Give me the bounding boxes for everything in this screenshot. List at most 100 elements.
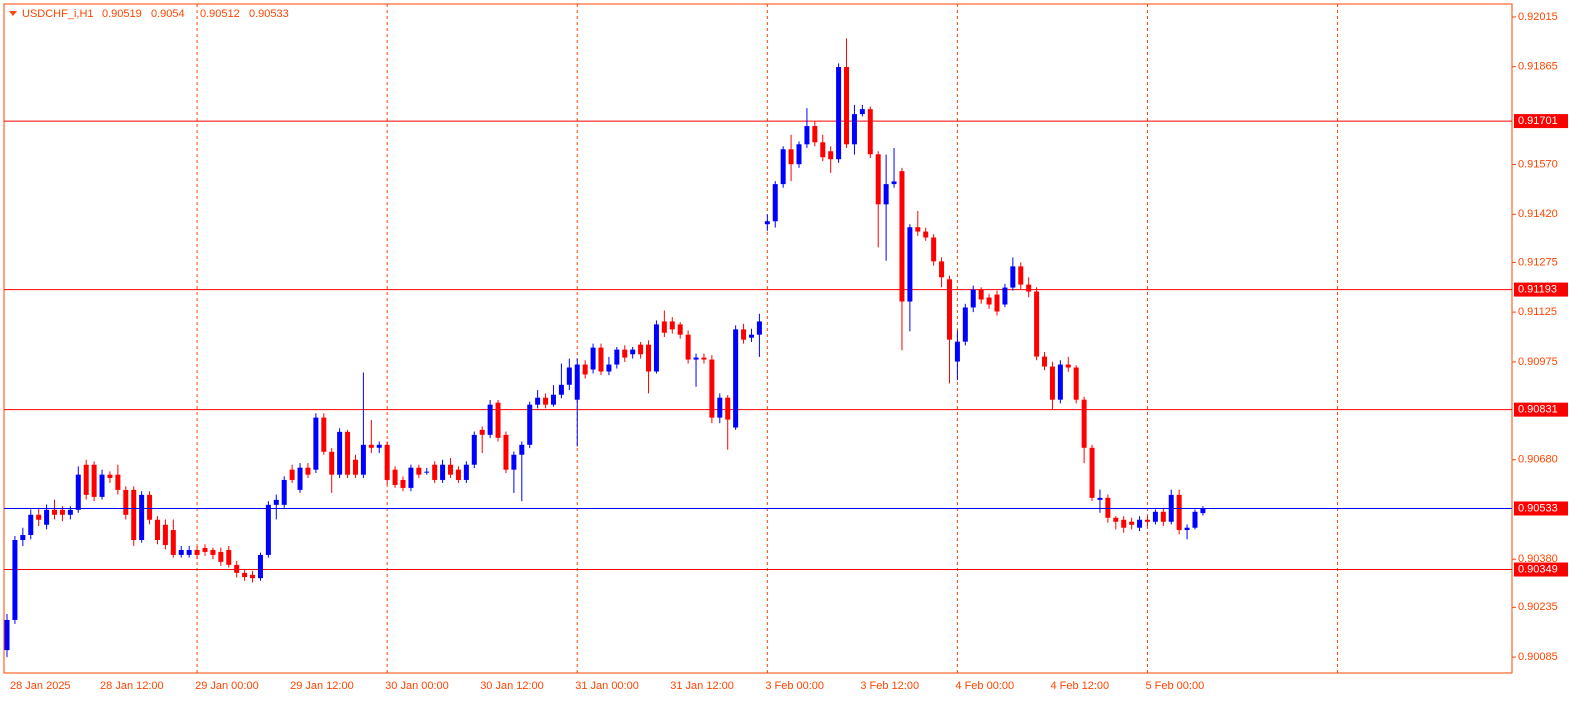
candle-body (653, 324, 659, 372)
candle-body (859, 109, 865, 115)
candle-body (20, 535, 26, 540)
candle-body (701, 357, 707, 360)
candle-body (273, 499, 279, 505)
candle-body (83, 464, 89, 495)
candle-body (4, 619, 10, 651)
candle-body (970, 289, 976, 308)
last-price-box (1514, 501, 1568, 516)
candle-body (313, 417, 319, 470)
candle-body (360, 444, 366, 475)
candle-body (1121, 519, 1127, 528)
candle-body (519, 444, 525, 455)
candle-body (1073, 367, 1079, 400)
candle-body (954, 341, 960, 362)
candle-body (543, 397, 549, 405)
candle-body (923, 231, 929, 238)
y-tick-label: 0.90975 (1518, 356, 1558, 368)
candle-body (828, 151, 834, 160)
candle-body (899, 171, 905, 302)
candle-body (1105, 497, 1111, 518)
candle-body (851, 114, 857, 145)
candle-body (748, 334, 754, 338)
y-tick-label: 0.92015 (1518, 11, 1558, 23)
candle-body (598, 347, 604, 372)
candle-body (392, 469, 398, 485)
candle-body (400, 479, 406, 488)
last-price-label: 0.90533 (1518, 502, 1558, 514)
candle-body (978, 289, 984, 300)
y-tick-label: 0.90235 (1518, 601, 1558, 613)
candle-body (1026, 284, 1032, 292)
header-close: 0.90533 (249, 8, 289, 20)
y-tick-label: 0.91865 (1518, 61, 1558, 73)
candle-body (590, 347, 596, 370)
candle-body (1010, 266, 1016, 288)
candle-body (1034, 291, 1040, 357)
y-tick-label: 0.90680 (1518, 454, 1558, 466)
x-tick-label: 30 Jan 12:00 (480, 680, 544, 692)
candle-body (226, 549, 232, 565)
x-tick-label: 5 Feb 00:00 (1145, 680, 1204, 692)
candle-body (527, 404, 533, 445)
candle-body (891, 181, 897, 185)
candle-body (1160, 511, 1166, 522)
candle-body (368, 444, 374, 448)
x-tick-label: 4 Feb 00:00 (955, 680, 1014, 692)
candle-body (131, 489, 137, 540)
candle-body (931, 237, 937, 262)
candle-body (1129, 521, 1135, 525)
candle-body (1057, 364, 1063, 400)
candle-body (994, 294, 1000, 312)
candle-body (1081, 399, 1087, 448)
candle-body (487, 404, 493, 435)
candle-body (622, 349, 628, 358)
candle-body (574, 364, 580, 400)
candle-body (685, 334, 691, 360)
level-label-box (1514, 282, 1568, 297)
candle-body (725, 397, 731, 420)
candle-body (44, 509, 50, 525)
candle-body (471, 434, 477, 465)
candle-body (1002, 287, 1008, 305)
header-open: 0.90519 (102, 8, 142, 20)
candle-body (495, 402, 501, 438)
candle-body (297, 467, 303, 490)
candle-body (630, 349, 636, 355)
candle-body (915, 227, 921, 232)
candle-body (147, 494, 153, 520)
candle-body (1144, 519, 1150, 522)
candle-body (717, 397, 723, 418)
candle-body (170, 530, 176, 555)
candle-body (772, 184, 778, 222)
candle-body (582, 364, 588, 375)
level-label-box (1514, 562, 1568, 577)
x-tick-label: 29 Jan 00:00 (195, 680, 259, 692)
header-low: 0.90512 (200, 8, 240, 20)
candle-body (115, 474, 121, 490)
candle-body (242, 572, 248, 578)
candle-body (1018, 266, 1024, 285)
candle-body (479, 429, 485, 435)
candle-body (503, 434, 509, 470)
candle-body (836, 67, 842, 160)
y-tick-label: 0.91275 (1518, 256, 1558, 268)
candle-body (550, 394, 556, 405)
candle-body (28, 514, 34, 536)
candle-body (352, 459, 358, 475)
y-tick-label: 0.91570 (1518, 158, 1558, 170)
candle-body (907, 227, 913, 302)
candle-body (178, 549, 184, 555)
candle-body (1137, 519, 1143, 528)
candle-body (99, 474, 105, 497)
candle-body (1176, 494, 1182, 531)
level-label: 0.91701 (1518, 115, 1558, 127)
y-tick-label: 0.91420 (1518, 208, 1558, 220)
header-arrow (9, 11, 17, 16)
candle-body (1200, 508, 1206, 514)
x-tick-label: 31 Jan 00:00 (575, 680, 639, 692)
candle-body (376, 444, 382, 448)
candle-body (883, 184, 889, 205)
candle-body (1065, 364, 1071, 368)
candle-body (867, 109, 873, 155)
candle-body (36, 514, 42, 520)
